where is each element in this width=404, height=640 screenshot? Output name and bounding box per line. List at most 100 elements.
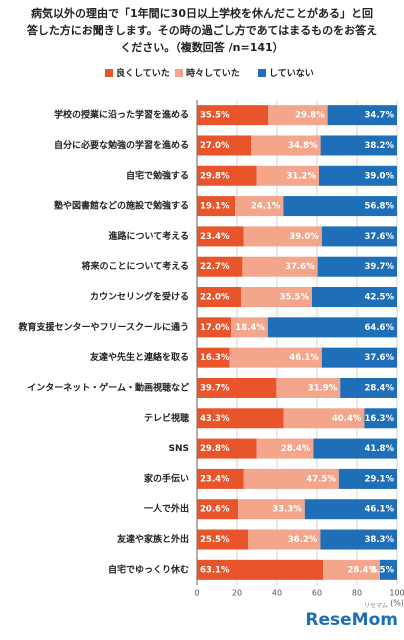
bar-segment bbox=[319, 165, 397, 186]
bar-segment bbox=[241, 287, 312, 308]
data-label: 28.4% bbox=[281, 444, 311, 454]
bar-segment bbox=[283, 408, 365, 429]
bar-segment bbox=[364, 408, 397, 429]
bar-segment bbox=[197, 256, 243, 277]
data-label: 39.7% bbox=[200, 383, 230, 393]
bar-segment bbox=[197, 347, 230, 368]
data-label: 16.3% bbox=[365, 414, 395, 424]
data-label: 23.4% bbox=[200, 232, 230, 242]
y-tick-label: SNS bbox=[169, 444, 190, 454]
data-label: 8.5% bbox=[370, 565, 394, 575]
legend-label: していない bbox=[269, 68, 314, 79]
bar-segment bbox=[229, 347, 322, 368]
data-label: 29.1% bbox=[365, 474, 395, 484]
data-label: 25.5% bbox=[200, 535, 230, 545]
y-tick-label: 友達や先生と連絡を取る bbox=[90, 351, 189, 363]
data-label: 43.3% bbox=[200, 414, 230, 424]
data-label: 39.0% bbox=[289, 232, 319, 242]
data-label: 19.1% bbox=[200, 202, 230, 212]
legend-swatch bbox=[258, 69, 266, 77]
bar-segment bbox=[312, 287, 397, 308]
bar-segment bbox=[304, 499, 397, 520]
bar-segment bbox=[380, 559, 397, 580]
logo-kana: リセマム bbox=[364, 603, 388, 610]
legend-swatch bbox=[175, 69, 183, 77]
data-label: 22.7% bbox=[200, 262, 230, 272]
data-label: 28.4% bbox=[348, 565, 378, 575]
data-label: 29.8% bbox=[295, 111, 325, 121]
legend-label: 時々していた bbox=[186, 67, 240, 79]
data-label: 35.5% bbox=[200, 111, 230, 121]
data-label: 38.3% bbox=[365, 535, 395, 545]
bar-segment bbox=[323, 559, 380, 580]
data-label: 47.5% bbox=[306, 474, 336, 484]
chart-title: 答した方にお聞きします。その時の過ごし方であてはまるものをお答え bbox=[27, 23, 377, 37]
data-label: 16.3% bbox=[200, 353, 230, 363]
bar-segment bbox=[276, 377, 341, 398]
y-tick-label: インターネット・ゲーム・動画視聴など bbox=[27, 381, 189, 393]
y-tick-label: 一人で外出 bbox=[144, 503, 189, 515]
data-label: 39.7% bbox=[365, 262, 395, 272]
bar-segment bbox=[197, 226, 244, 247]
bar-segment bbox=[283, 196, 397, 217]
y-tick-label: 家の手伝い bbox=[144, 472, 189, 484]
bar-segment bbox=[197, 468, 244, 489]
legend-swatch bbox=[105, 69, 113, 77]
data-label: 64.6% bbox=[365, 323, 395, 333]
y-tick-label: 自分に必要な勉強の学習を進める bbox=[54, 139, 189, 151]
data-label: 22.0% bbox=[200, 293, 230, 303]
logo: ReseMom bbox=[305, 610, 398, 630]
bar-segment bbox=[197, 196, 236, 217]
bar-segment bbox=[251, 135, 321, 156]
data-label: 34.7% bbox=[365, 111, 395, 121]
data-label: 37.6% bbox=[285, 262, 315, 272]
bar-segment bbox=[197, 377, 277, 398]
bar-segment bbox=[197, 135, 251, 156]
data-label: 31.9% bbox=[308, 383, 338, 393]
data-label: 28.4% bbox=[365, 383, 395, 393]
data-label: 37.6% bbox=[365, 232, 395, 242]
data-label: 24.1% bbox=[251, 202, 281, 212]
x-tick-label: 0 bbox=[194, 589, 199, 598]
data-label: 36.2% bbox=[288, 535, 318, 545]
chart-title: 病気以外の理由で「1年間に30日以上学校を休んだことがある」と回 bbox=[31, 6, 373, 20]
data-label: 46.1% bbox=[289, 353, 319, 363]
bar-segment bbox=[313, 438, 397, 459]
y-tick-label: 塾や図書館などの施設で勉強する bbox=[54, 200, 189, 212]
data-label: 63.1% bbox=[200, 565, 230, 575]
data-label: 29.8% bbox=[200, 171, 230, 181]
y-tick-label: 自宅でゆっくり休む bbox=[108, 563, 189, 575]
bar-segment bbox=[321, 226, 397, 247]
data-label: 18.4% bbox=[235, 323, 265, 333]
y-tick-label: 教育支援センターやフリースクールに通う bbox=[17, 321, 189, 333]
x-tick-label: 60 bbox=[312, 589, 322, 598]
x-tick-label: 100 bbox=[389, 589, 404, 598]
bar-segment bbox=[197, 529, 248, 550]
bar-segment bbox=[197, 287, 241, 308]
bar-segment bbox=[327, 105, 397, 126]
data-label: 38.2% bbox=[365, 141, 395, 151]
data-label: 31.2% bbox=[287, 171, 317, 181]
y-tick-label: 友達や家族と外出 bbox=[117, 533, 189, 545]
bar-segment bbox=[231, 317, 268, 338]
bar-segment bbox=[268, 105, 328, 126]
bar-segment bbox=[243, 468, 339, 489]
x-tick-label: 40 bbox=[272, 589, 282, 598]
data-label: 27.0% bbox=[200, 141, 230, 151]
y-tick-label: 自宅で勉強する bbox=[126, 169, 189, 181]
bar-segment bbox=[197, 105, 268, 126]
x-tick-label: 20 bbox=[232, 589, 242, 598]
bar-segment bbox=[197, 408, 284, 429]
bar-segment bbox=[340, 377, 397, 398]
bar-segment bbox=[235, 196, 284, 217]
y-tick-label: 学校の授業に沿った学習を進める bbox=[54, 109, 189, 121]
bar-segment bbox=[320, 135, 397, 156]
y-tick-label: テレビ視聴 bbox=[144, 412, 189, 424]
data-label: 56.8% bbox=[365, 202, 395, 212]
bar-segment bbox=[256, 165, 319, 186]
bar-segment bbox=[197, 317, 231, 338]
bar-segment bbox=[248, 529, 321, 550]
data-label: 40.4% bbox=[332, 414, 362, 424]
bar-segment bbox=[338, 468, 397, 489]
data-label: 17.0% bbox=[200, 323, 230, 333]
